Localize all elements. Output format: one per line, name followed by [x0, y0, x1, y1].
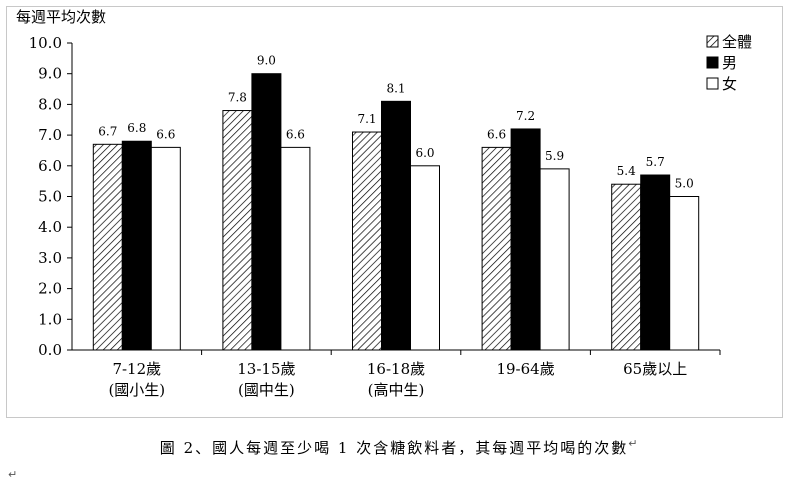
figure-caption: 圖 2、國人每週至少喝 1 次含糖飲料者，其每週平均喝的次數 ↵ — [0, 437, 788, 458]
x-tick-label: 13-15歲 — [237, 360, 295, 378]
data-label: 6.8 — [127, 121, 146, 135]
bar — [280, 146, 311, 351]
y-tick-label: 4.0 — [38, 218, 62, 236]
bar — [352, 131, 382, 351]
legend-label: 全體 — [722, 33, 752, 51]
y-tick-label: 7.0 — [38, 126, 62, 144]
data-label: 7.2 — [516, 109, 535, 123]
y-tick-label: 0.0 — [38, 341, 62, 359]
bar — [381, 100, 411, 351]
chart-frame — [6, 6, 783, 418]
data-label: 6.6 — [286, 127, 305, 141]
bar — [611, 183, 642, 351]
bar — [669, 196, 700, 351]
data-label: 6.6 — [487, 127, 506, 141]
data-label: 9.0 — [257, 54, 276, 68]
y-tick-label: 6.0 — [38, 157, 62, 175]
x-tick-label: 16-18歲 — [367, 360, 425, 378]
paragraph-mark-end: ↵ — [8, 468, 18, 481]
paragraph-mark: ↵ — [628, 437, 640, 450]
x-tick-label: (國小生) — [108, 381, 165, 399]
data-label: 6.0 — [415, 146, 434, 160]
legend-label: 女 — [722, 75, 737, 93]
bar — [510, 128, 541, 351]
legend-swatch — [706, 56, 719, 69]
data-label: 6.6 — [156, 127, 175, 141]
data-label: 6.7 — [98, 124, 117, 138]
bar — [539, 168, 570, 351]
bar — [92, 143, 123, 351]
data-label: 5.7 — [646, 155, 665, 169]
bar — [150, 146, 181, 351]
data-label: 7.8 — [228, 91, 247, 105]
y-tick-label: 9.0 — [38, 65, 62, 83]
y-tick-label: 2.0 — [38, 280, 62, 298]
x-tick-label: (國中生) — [238, 381, 295, 399]
y-tick-label: 1.0 — [38, 310, 62, 328]
bar — [410, 165, 440, 351]
bar — [251, 73, 282, 351]
legend-swatch — [706, 35, 719, 48]
bar — [222, 110, 253, 351]
y-tick-label: 5.0 — [38, 188, 62, 206]
y-tick-label: 10.0 — [29, 34, 62, 52]
x-tick-label: (高中生) — [368, 381, 425, 399]
data-label: 5.4 — [617, 164, 636, 178]
bar-chart: 0.0 1.0 2.0 3.0 4.0 5.0 6.0 7.0 8.0 9.0 10.0 7-12歲 (… — [29, 33, 752, 399]
legend-swatch — [706, 77, 719, 90]
bar — [121, 140, 152, 351]
data-label: 8.1 — [386, 81, 405, 95]
y-axis-label: 每週平均次數 — [16, 8, 107, 26]
data-label: 5.0 — [675, 177, 694, 191]
data-label: 7.1 — [357, 112, 376, 126]
y-tick-label: 8.0 — [38, 95, 62, 113]
x-tick-label: 19-64歲 — [496, 360, 554, 378]
bar — [640, 174, 671, 351]
data-label: 5.9 — [545, 149, 564, 163]
x-tick-label: 65歲以上 — [623, 360, 687, 378]
legend-label: 男 — [722, 54, 737, 72]
caption-text: 圖 2、國人每週至少喝 1 次含糖飲料者，其每週平均喝的次數 — [159, 439, 629, 457]
x-tick-label: 7-12歲 — [112, 360, 161, 378]
y-tick-label: 3.0 — [38, 249, 62, 267]
bar — [481, 146, 512, 351]
